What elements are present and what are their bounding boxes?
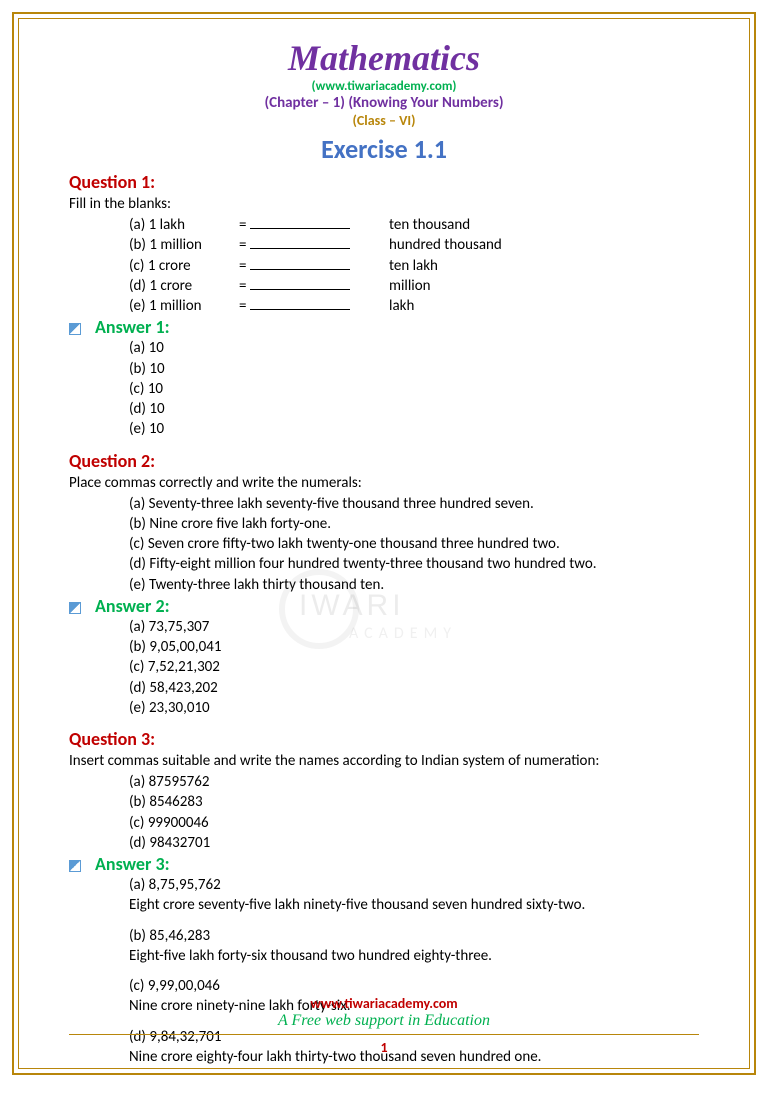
- footer: www.tiwariacademy.com A Free web support…: [19, 995, 749, 1056]
- a1-a: (a) 10: [129, 338, 699, 358]
- q3-d: (d) 98432701: [129, 833, 699, 853]
- q1-e-mid: =: [239, 296, 389, 316]
- q1-b-right: hundred thousand: [389, 235, 502, 255]
- subject-title: Mathematics: [69, 37, 699, 79]
- blank: [250, 289, 350, 290]
- a3-a-num: (a) 8,75,95,762: [129, 875, 699, 895]
- q1-b-left: (b) 1 million: [129, 235, 239, 255]
- footer-divider: [69, 1034, 699, 1035]
- a3-b-num: (b) 85,46,283: [129, 926, 699, 946]
- header: Mathematics (www.tiwariacademy.com) (Cha…: [69, 37, 699, 165]
- q1-d-left: (d) 1 crore: [129, 276, 239, 296]
- a2-c: (c) 7,52,21,302: [129, 657, 699, 677]
- exercise-title: Exercise 1.1: [69, 133, 699, 165]
- q1-a-mid: =: [239, 215, 389, 235]
- q1-c-right: ten lakh: [389, 256, 438, 276]
- q1-e-left: (e) 1 million: [129, 296, 239, 316]
- q3-a: (a) 87595762: [129, 772, 699, 792]
- answer-1-label: Answer 1:: [95, 316, 170, 338]
- answer-2-row: Answer 2:: [69, 595, 699, 617]
- class-title: (Class – VI): [69, 112, 699, 129]
- question-1-intro: Fill in the blanks:: [69, 195, 699, 213]
- inner-border: Mathematics (www.tiwariacademy.com) (Cha…: [18, 18, 750, 1069]
- question-3-label: Question 3:: [69, 728, 699, 750]
- q2-c: (c) Seven crore fifty-two lakh twenty-on…: [129, 534, 699, 554]
- question-2-intro: Place commas correctly and write the num…: [69, 474, 699, 492]
- a1-d: (d) 10: [129, 399, 699, 419]
- a1-b: (b) 10: [129, 359, 699, 379]
- q1-row-c: (c) 1 crore= ten lakh: [129, 256, 699, 276]
- answer-3-label: Answer 3:: [95, 853, 170, 875]
- q1-d-right: million: [389, 276, 431, 296]
- footer-tagline: A Free web support in Education: [19, 1012, 749, 1030]
- page-number: 1: [19, 1039, 749, 1056]
- a2-a: (a) 73,75,307: [129, 617, 699, 637]
- blank: [250, 248, 350, 249]
- a1-e: (e) 10: [129, 419, 699, 439]
- q1-b-mid: =: [239, 235, 389, 255]
- footer-url: www.tiwariacademy.com: [19, 995, 749, 1012]
- q2-a: (a) Seventy-three lakh seventy-five thou…: [129, 494, 699, 514]
- answer-3-row: Answer 3:: [69, 853, 699, 875]
- q1-row-e: (e) 1 million= lakh: [129, 296, 699, 316]
- blank: [250, 228, 350, 229]
- answer-2-label: Answer 2:: [95, 595, 170, 617]
- blank: [250, 309, 350, 310]
- answer-icon: [69, 860, 81, 872]
- a3-a-words: Eight crore seventy-five lakh ninety-fiv…: [129, 895, 699, 915]
- a1-c: (c) 10: [129, 379, 699, 399]
- a2-b: (b) 9,05,00,041: [129, 637, 699, 657]
- q1-row-d: (d) 1 crore= million: [129, 276, 699, 296]
- q3-c: (c) 99900046: [129, 813, 699, 833]
- a3-b-words: Eight-five lakh forty-six thousand two h…: [129, 946, 699, 966]
- a2-e: (e) 23,30,010: [129, 698, 699, 718]
- q1-c-left: (c) 1 crore: [129, 256, 239, 276]
- q1-e-right: lakh: [389, 296, 414, 316]
- blank: [250, 269, 350, 270]
- question-2-label: Question 2:: [69, 450, 699, 472]
- q2-e: (e) Twenty-three lakh thirty thousand te…: [129, 575, 699, 595]
- question-3-intro: Insert commas suitable and write the nam…: [69, 752, 699, 770]
- q1-row-b: (b) 1 million= hundred thousand: [129, 235, 699, 255]
- q2-d: (d) Fifty-eight million four hundred twe…: [129, 554, 699, 574]
- a3-c-num: (c) 9,99,00,046: [129, 976, 699, 996]
- q3-b: (b) 8546283: [129, 792, 699, 812]
- a2-d: (d) 58,423,202: [129, 678, 699, 698]
- answer-1-row: Answer 1:: [69, 316, 699, 338]
- header-url: (www.tiwariacademy.com): [69, 79, 699, 94]
- q1-row-a: (a) 1 lakh= ten thousand: [129, 215, 699, 235]
- answer-icon: [69, 323, 81, 335]
- q1-a-left: (a) 1 lakh: [129, 215, 239, 235]
- answer-icon: [69, 602, 81, 614]
- outer-border: Mathematics (www.tiwariacademy.com) (Cha…: [12, 12, 756, 1075]
- chapter-title: (Chapter – 1) (Knowing Your Numbers): [69, 94, 699, 112]
- content: Question 1: Fill in the blanks: (a) 1 la…: [69, 171, 699, 1067]
- q1-c-mid: =: [239, 256, 389, 276]
- q1-d-mid: =: [239, 276, 389, 296]
- q1-a-right: ten thousand: [389, 215, 470, 235]
- question-1-label: Question 1:: [69, 171, 699, 193]
- q2-b: (b) Nine crore five lakh forty-one.: [129, 514, 699, 534]
